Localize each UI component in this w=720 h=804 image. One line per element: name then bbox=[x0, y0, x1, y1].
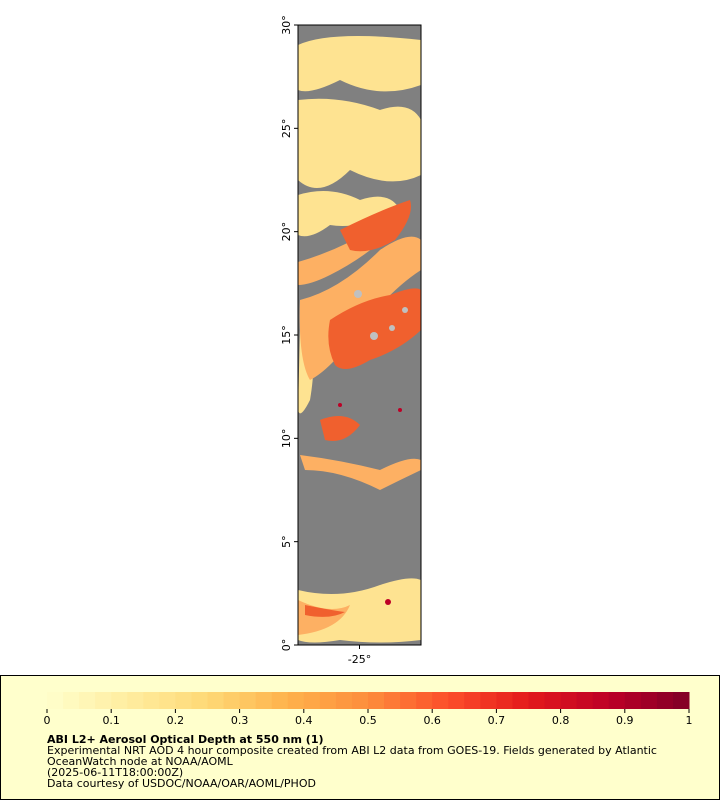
title: ABI L2+ Aerosol Optical Depth at 550 nm … bbox=[47, 733, 324, 746]
colorbar-swatch bbox=[175, 692, 192, 709]
description-line: OceanWatch node at NOAA/AOML bbox=[47, 755, 234, 768]
colorbar-swatch bbox=[239, 692, 257, 709]
colorbar-tick-label: 0.6 bbox=[423, 714, 441, 727]
aod-field bbox=[298, 36, 421, 643]
y-tick-label: 5° bbox=[280, 535, 293, 548]
colorbar-swatch bbox=[191, 692, 208, 709]
colorbar-swatch bbox=[63, 692, 80, 709]
colorbar-swatch bbox=[368, 692, 385, 709]
description-line: (2025-06-11T18:00:00Z) bbox=[47, 766, 183, 779]
colorbar-swatch bbox=[640, 692, 658, 709]
description-line: Experimental NRT AOD 4 hour composite cr… bbox=[47, 744, 657, 757]
land bbox=[354, 290, 408, 340]
colorbar-swatch bbox=[287, 692, 305, 709]
colorbar-swatch bbox=[448, 692, 465, 709]
colorbar-swatch bbox=[496, 692, 513, 709]
colorbar-swatch bbox=[560, 692, 578, 709]
colorbar-tick-label: 0.1 bbox=[102, 714, 120, 727]
colorbar-tick-label: 0.3 bbox=[231, 714, 249, 727]
colorbar-swatch bbox=[335, 692, 353, 709]
colorbar-swatch bbox=[624, 692, 642, 709]
colorbar-swatch bbox=[303, 692, 321, 709]
y-tick-label: 15° bbox=[280, 325, 293, 345]
colorbar-tick-label: 0.2 bbox=[167, 714, 185, 727]
colorbar-swatch bbox=[143, 692, 160, 709]
x-tick-label: -25° bbox=[348, 653, 371, 666]
colorbar-swatch bbox=[512, 692, 529, 709]
y-tick-label: 25° bbox=[280, 119, 293, 139]
colorbar-swatch bbox=[95, 692, 112, 709]
colorbar-swatch bbox=[351, 692, 369, 709]
colorbar-tick-label: 0.4 bbox=[295, 714, 313, 727]
colorbar-swatch bbox=[672, 692, 690, 709]
colorbar-swatch bbox=[47, 692, 64, 709]
colorbar-swatch bbox=[79, 692, 96, 709]
colorbar-tick-label: 0.9 bbox=[616, 714, 634, 727]
colorbar-swatch bbox=[223, 692, 241, 709]
colorbar-swatch bbox=[127, 692, 144, 709]
colorbar-swatch bbox=[271, 692, 289, 709]
colorbar-swatch bbox=[432, 692, 449, 709]
colorbar-swatch bbox=[400, 692, 417, 709]
colorbar-swatch bbox=[319, 692, 337, 709]
high-aod bbox=[305, 200, 421, 617]
colorbar-swatch bbox=[384, 692, 401, 709]
y-tick-label: 30° bbox=[280, 15, 293, 35]
colorbar-swatch bbox=[592, 692, 610, 709]
colorbar-swatch bbox=[207, 692, 225, 709]
colorbar-swatch bbox=[528, 692, 546, 709]
colorbar-tick-label: 1 bbox=[686, 714, 693, 727]
colorbar-swatch bbox=[111, 692, 128, 709]
colorbar-tick-label: 0.7 bbox=[488, 714, 506, 727]
y-tick-label: 20° bbox=[280, 222, 293, 242]
y-tick-label: 0° bbox=[280, 639, 293, 652]
colorbar-swatch bbox=[416, 692, 433, 709]
legend: 0 0.1 0.2 0.3 0.4 0.5 0.6 0.7 0.8 0.9 1 bbox=[44, 692, 693, 727]
very-high-aod bbox=[338, 403, 402, 605]
colorbar-swatch bbox=[464, 692, 481, 709]
colorbar-swatch bbox=[544, 692, 562, 709]
colorbar-tick-label: 0.8 bbox=[552, 714, 570, 727]
axes: 0° 5° 10° 15° 20° 25° 30° -25° bbox=[280, 15, 371, 666]
description-line: Data courtesy of USDOC/NOAA/OAR/AOML/PHO… bbox=[47, 777, 316, 790]
colorbar-swatch bbox=[576, 692, 594, 709]
colorbar-swatch bbox=[608, 692, 626, 709]
colorbar-swatch bbox=[255, 692, 273, 709]
colorbar-swatch bbox=[159, 692, 176, 709]
colorbar-swatch bbox=[656, 692, 674, 709]
y-tick-label: 10° bbox=[280, 429, 293, 449]
colorbar-swatch bbox=[480, 692, 497, 709]
colorbar-tick-label: 0 bbox=[44, 714, 51, 727]
colorbar-tick-label: 0.5 bbox=[359, 714, 377, 727]
